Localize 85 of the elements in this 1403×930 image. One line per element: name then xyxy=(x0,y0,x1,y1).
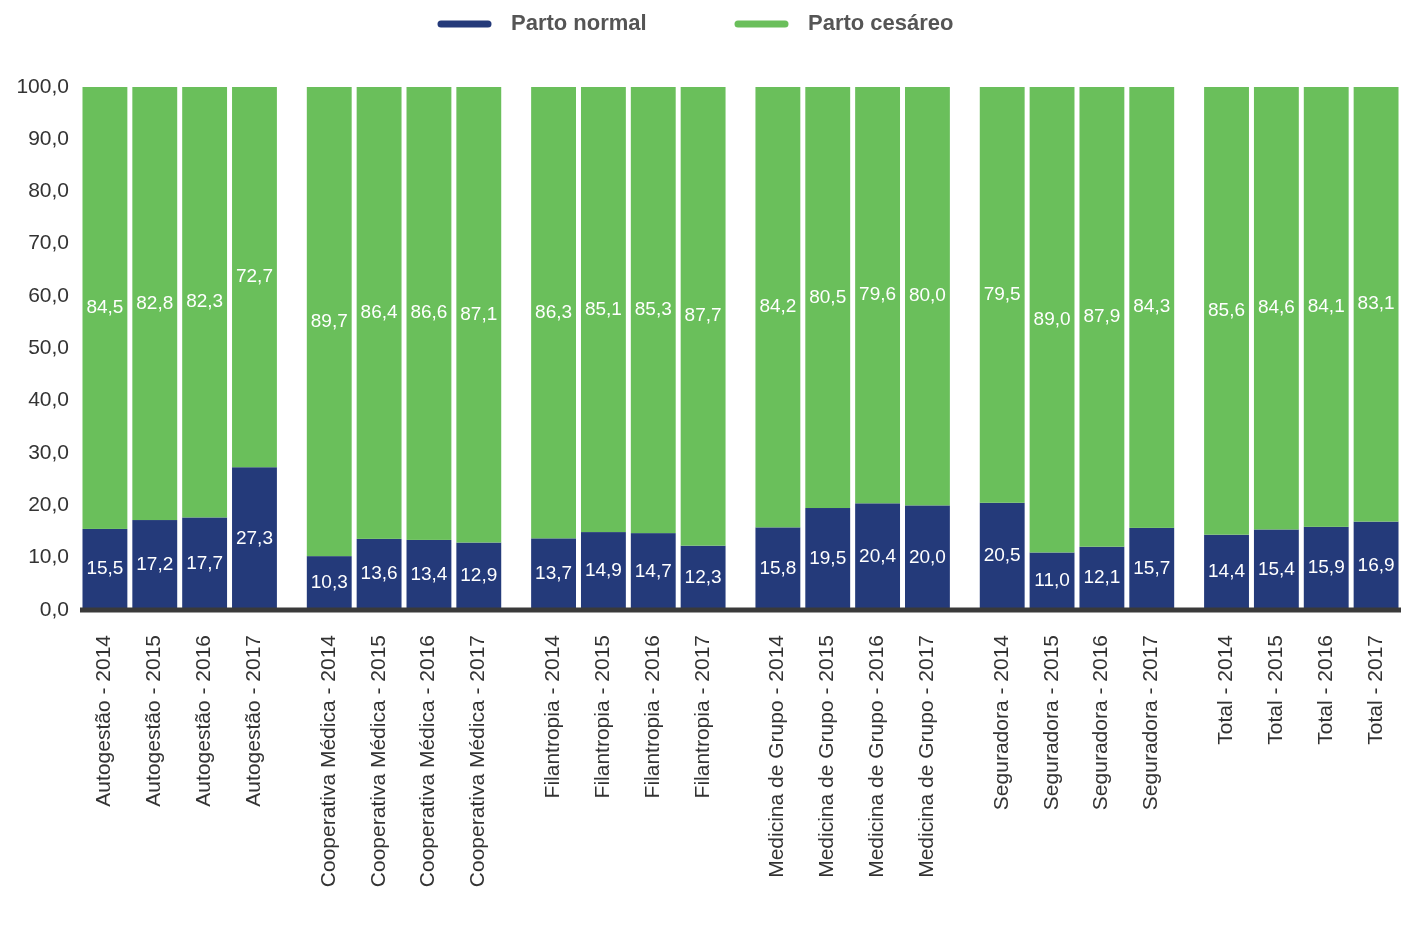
data-label: 13,6 xyxy=(360,562,398,584)
data-label: 13,4 xyxy=(410,562,448,584)
x-tick-label: Medicina de Grupo - 2014 xyxy=(764,634,788,878)
y-tick-label: 50,0 xyxy=(28,335,69,359)
data-label: 79,5 xyxy=(983,282,1021,304)
x-tick-label: Seguradora - 2016 xyxy=(1088,635,1112,811)
data-label: 85,3 xyxy=(634,298,672,320)
x-tick-label: Total - 2015 xyxy=(1262,635,1286,745)
y-tick-label: 70,0 xyxy=(28,230,69,254)
data-label: 17,2 xyxy=(136,553,174,575)
data-label: 10,3 xyxy=(310,571,348,593)
data-label: 84,6 xyxy=(1257,296,1295,318)
x-tick-label: Autogestão - 2017 xyxy=(241,635,265,807)
data-label: 20,0 xyxy=(908,545,946,567)
y-tick-label: 90,0 xyxy=(28,125,69,149)
x-tick-label: Filantropia - 2017 xyxy=(689,635,713,799)
x-tick-label: Filantropia - 2016 xyxy=(639,635,663,799)
data-label: 72,7 xyxy=(235,265,273,287)
data-label: 84,1 xyxy=(1307,294,1345,316)
data-label: 14,7 xyxy=(634,559,672,581)
y-tick-label: 100,0 xyxy=(16,73,69,97)
y-tick-label: 20,0 xyxy=(28,491,69,515)
data-label: 86,3 xyxy=(535,300,573,322)
data-label: 17,7 xyxy=(186,551,224,573)
data-label: 82,8 xyxy=(136,291,174,313)
x-tick-label: Filantropia - 2014 xyxy=(540,634,564,799)
data-label: 15,5 xyxy=(86,557,124,579)
data-label: 80,5 xyxy=(809,285,847,307)
data-label: 87,1 xyxy=(460,302,498,324)
data-label: 85,6 xyxy=(1208,298,1246,320)
y-tick-label: 60,0 xyxy=(28,282,69,306)
data-label: 12,3 xyxy=(684,565,722,587)
x-tick-label: Total - 2014 xyxy=(1213,634,1237,745)
data-label: 89,7 xyxy=(310,309,348,331)
x-tick-label: Filantropia - 2015 xyxy=(589,635,613,799)
data-label: 83,1 xyxy=(1357,292,1395,314)
x-tick-label: Cooperativa Médica - 2015 xyxy=(365,635,389,888)
data-label: 14,4 xyxy=(1208,560,1246,582)
x-tick-label: Autogestão - 2016 xyxy=(191,635,215,807)
data-label: 82,3 xyxy=(186,290,224,312)
y-tick-label: 30,0 xyxy=(28,439,69,463)
x-tick-label: Medicina de Grupo - 2017 xyxy=(913,635,937,878)
x-tick-label: Total - 2017 xyxy=(1362,635,1386,745)
x-tick-label: Seguradora - 2014 xyxy=(988,634,1012,811)
data-label: 15,7 xyxy=(1133,556,1171,578)
data-label: 89,0 xyxy=(1033,307,1071,329)
data-label: 79,6 xyxy=(859,283,897,305)
data-label: 15,8 xyxy=(759,556,797,578)
x-tick-label: Medicina de Grupo - 2015 xyxy=(814,635,838,878)
data-label: 86,4 xyxy=(360,300,399,322)
data-label: 84,3 xyxy=(1133,295,1171,317)
y-tick-label: 0,0 xyxy=(39,596,69,620)
x-tick-label: Autogestão - 2015 xyxy=(141,635,165,807)
data-label: 84,2 xyxy=(759,295,797,317)
data-label: 15,9 xyxy=(1307,556,1345,578)
x-tick-label: Cooperativa Médica - 2017 xyxy=(465,635,489,888)
data-label: 12,1 xyxy=(1083,566,1121,588)
x-tick-label: Seguradora - 2017 xyxy=(1138,635,1162,811)
legend-label: Parto cesáreo xyxy=(808,9,954,35)
data-label: 16,9 xyxy=(1357,553,1395,575)
x-tick-label: Seguradora - 2015 xyxy=(1038,635,1062,811)
data-label: 14,9 xyxy=(584,559,622,581)
data-label: 87,9 xyxy=(1083,304,1121,326)
data-label: 15,4 xyxy=(1257,557,1296,579)
data-label: 11,0 xyxy=(1034,569,1070,591)
x-tick-label: Cooperativa Médica - 2016 xyxy=(415,635,439,888)
data-label: 85,1 xyxy=(584,297,622,319)
data-label: 84,5 xyxy=(86,295,124,317)
y-tick-label: 10,0 xyxy=(28,544,69,568)
x-tick-label: Autogestão - 2014 xyxy=(91,634,115,807)
data-label: 20,4 xyxy=(859,544,897,566)
x-tick-label: Total - 2016 xyxy=(1312,635,1336,745)
y-tick-label: 80,0 xyxy=(28,178,69,202)
y-tick-label: 40,0 xyxy=(28,387,69,411)
data-label: 19,5 xyxy=(809,547,847,569)
data-label: 20,5 xyxy=(983,544,1021,566)
data-label: 12,9 xyxy=(460,564,498,586)
data-label: 86,6 xyxy=(410,301,448,323)
data-label: 13,7 xyxy=(535,562,573,584)
data-label: 87,7 xyxy=(684,304,722,326)
data-label: 27,3 xyxy=(235,526,273,548)
x-tick-label: Medicina de Grupo - 2016 xyxy=(864,635,888,878)
x-tick-label: Cooperativa Médica - 2014 xyxy=(315,634,339,888)
data-label: 80,0 xyxy=(908,284,946,306)
legend-label: Parto normal xyxy=(511,9,647,35)
